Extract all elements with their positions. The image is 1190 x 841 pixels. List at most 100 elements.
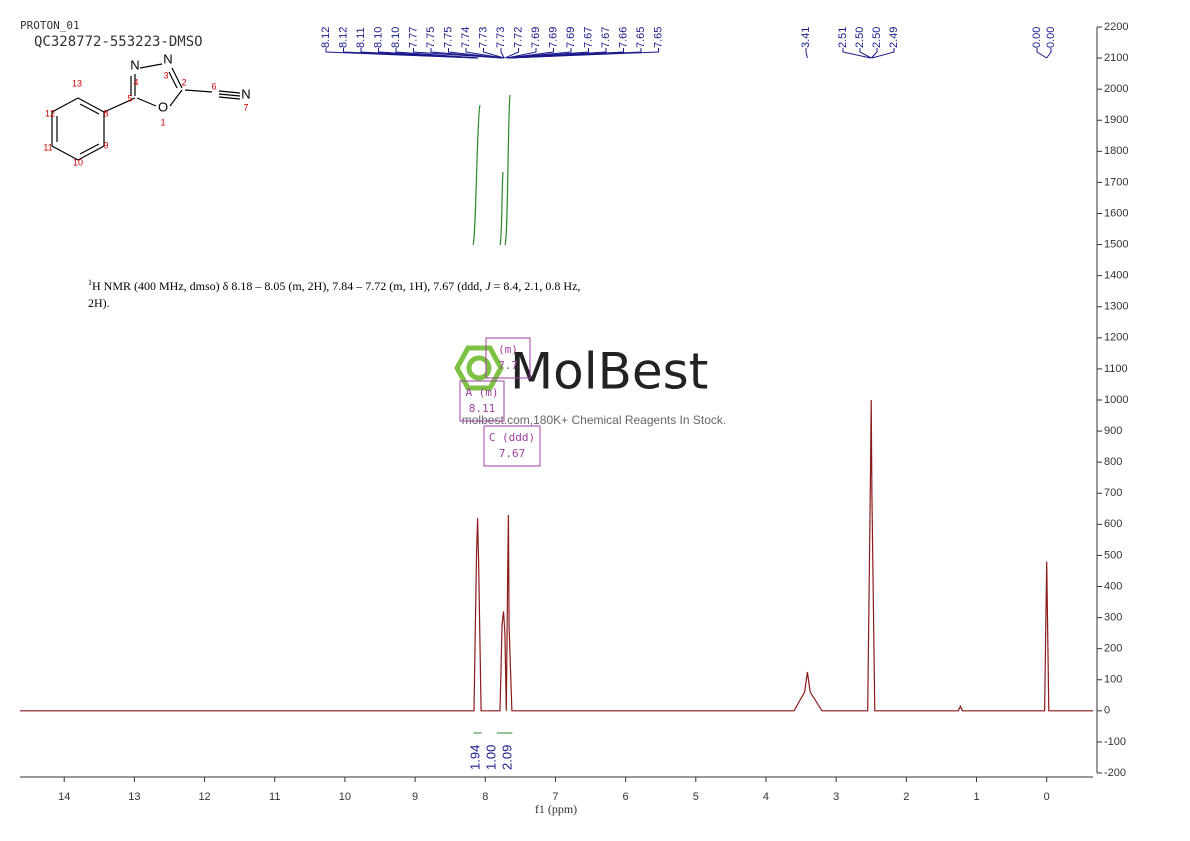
x-tick-label: 5 [693, 791, 699, 803]
peak-label: 7.67 [600, 27, 612, 48]
peak-leader [506, 48, 537, 59]
y-tick-label: 1400 [1104, 270, 1128, 282]
x-tick-label: 9 [412, 791, 418, 803]
annotation: 1H NMR (400 MHz, dmso) δ 8.18 – 8.05 (m,… [88, 278, 580, 293]
y-tick-label: 300 [1104, 611, 1122, 623]
peak-label: 8.10 [390, 27, 402, 48]
atom-label: 12 [45, 108, 55, 118]
multiplet-box [485, 337, 531, 379]
y-tick-label: 2200 [1104, 21, 1128, 33]
y-tick-label: 2100 [1104, 52, 1128, 64]
y-tick-label: -200 [1104, 767, 1126, 779]
multiplet-shift: 7.7 [498, 359, 518, 372]
peak-label: 2.51 [837, 27, 849, 48]
peak-label: 0.00 [1031, 27, 1043, 48]
multiplet-shift: 7.67 [499, 447, 526, 460]
atom-label: 5 [127, 93, 132, 103]
y-tick-label: 800 [1104, 456, 1122, 468]
y-tick-label: 1600 [1104, 207, 1128, 219]
annotation-text: H NMR (400 MHz, dmso) δ 8.18 – 8.05 (m, … [92, 279, 485, 293]
integral-label: 2.09 [499, 745, 514, 770]
x-tick-label: 8 [482, 791, 488, 803]
multiplet-box [483, 425, 541, 467]
atom-label: 2 [181, 77, 186, 87]
x-tick-label: 11 [269, 791, 280, 803]
peak-label: 2.50 [871, 27, 883, 48]
peak-leader [506, 48, 572, 59]
peak-label: 3.41 [800, 27, 812, 48]
peak-label: 2.49 [888, 27, 900, 48]
y-tick-label: 1500 [1104, 238, 1128, 250]
atom-label: 1 [160, 117, 165, 127]
peak-label: 7.66 [617, 27, 629, 48]
peak-leader [859, 48, 872, 59]
x-axis-label: f1 (ppm) [535, 802, 577, 816]
peak-leader [483, 48, 505, 59]
peak-label: 7.77 [407, 27, 419, 48]
chart-title: PROTON_01 [20, 19, 80, 32]
atom-label: O [158, 99, 168, 114]
atom-label: 8 [103, 108, 108, 118]
peak-label: 7.69 [565, 27, 577, 48]
atom-label: N [241, 86, 250, 101]
peak-leader [504, 48, 519, 59]
peak-label: 7.65 [652, 27, 664, 48]
peak-label: 8.12 [320, 27, 332, 48]
x-tick-label: 4 [763, 791, 769, 803]
y-tick-label: 1900 [1104, 114, 1128, 126]
multiplet-box [459, 380, 505, 422]
peak-label: 7.73 [477, 27, 489, 48]
peak-label: 8.11 [355, 27, 367, 48]
peak-leader [430, 48, 503, 59]
atom-label: 3 [163, 70, 168, 80]
x-tick-label: 1 [973, 791, 979, 803]
peak-leader [413, 48, 502, 59]
peak-leader [870, 48, 878, 59]
y-tick-label: 1300 [1104, 301, 1128, 313]
y-tick-label: 0 [1104, 705, 1110, 717]
watermark-text: molbest.com,180K+ Chemical Reagents In S… [462, 413, 726, 427]
peak-label: 7.69 [530, 27, 542, 48]
integral-label: 1.00 [483, 745, 498, 770]
x-tick-label: 2 [903, 791, 909, 803]
atom-label: 11 [43, 142, 52, 152]
peak-leader [506, 48, 554, 59]
annotation-text: = 8.4, 2.1, 0.8 Hz, [491, 279, 581, 293]
y-tick-label: 1100 [1104, 363, 1128, 375]
atom-label: 13 [72, 78, 82, 88]
y-tick-label: -100 [1104, 736, 1126, 748]
atom-label: 9 [103, 140, 108, 150]
peak-label: 7.65 [635, 27, 647, 48]
atom-label: 6 [211, 81, 216, 91]
peak-leader [805, 48, 808, 59]
peak-leader [1036, 48, 1047, 59]
multiplet-shift: 8.11 [469, 402, 496, 415]
molecule-bonds [51, 63, 241, 161]
watermark-logo [454, 345, 504, 391]
x-tick-label: 3 [833, 791, 839, 803]
peak-leader [448, 48, 503, 59]
chart-subtitle: QC328772-553223-DMSO [34, 34, 203, 50]
y-tick-label: 100 [1104, 674, 1122, 686]
y-tick-label: 900 [1104, 425, 1122, 437]
atom-label: N [130, 57, 139, 72]
y-tick-label: 700 [1104, 487, 1122, 499]
peak-leader [465, 48, 504, 59]
x-tick-label: 0 [1044, 791, 1050, 803]
peak-leader [509, 48, 659, 59]
peak-leader [1046, 48, 1052, 59]
peak-label: 7.72 [512, 27, 524, 48]
peak-label: 8.10 [372, 27, 384, 48]
y-tick-label: 2000 [1104, 83, 1128, 95]
integral-curves [472, 94, 511, 246]
peak-label: 7.67 [582, 27, 594, 48]
x-tick-label: 6 [623, 791, 629, 803]
peak-label: 2.50 [854, 27, 866, 48]
peak-label: 7.74 [460, 27, 472, 48]
y-tick-label: 400 [1104, 580, 1122, 592]
y-tick-label: 1200 [1104, 332, 1128, 344]
peak-leader [842, 48, 871, 59]
multiplet-name: C (ddd) [489, 431, 535, 444]
x-tick-label: 10 [339, 791, 351, 803]
